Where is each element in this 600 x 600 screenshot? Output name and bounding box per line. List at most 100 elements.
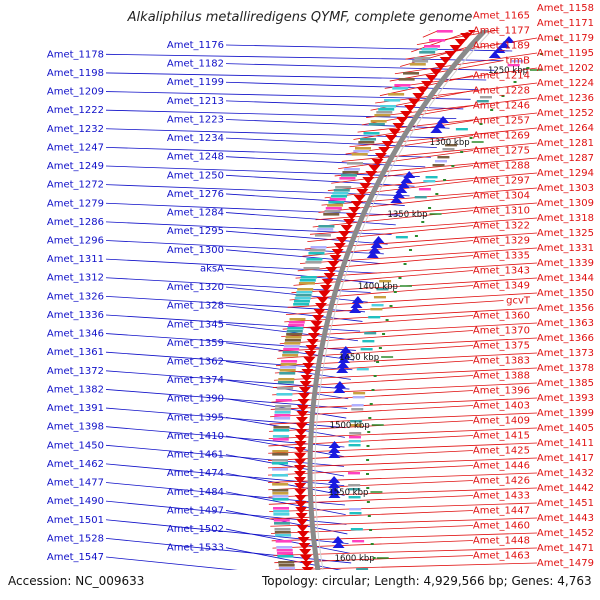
reverse-gene-arrow <box>403 171 416 178</box>
forward-gene-arrow <box>356 189 369 196</box>
forward-gene-arrow <box>388 129 401 136</box>
left-gene-label: Amet_1213 <box>167 96 224 107</box>
cog-feature-box <box>317 228 334 231</box>
right-leader-line <box>307 225 474 243</box>
cog-feature-box <box>299 279 316 282</box>
forward-gene-arrow <box>321 279 334 286</box>
forward-gene-arrow <box>374 153 387 160</box>
forward-gene-arrow <box>323 273 336 280</box>
left-leader-line <box>105 556 238 570</box>
right-gene-label: Amet_1228 <box>473 86 530 97</box>
reverse-gene-arrow <box>390 196 403 203</box>
reverse-gene-arrow <box>372 236 385 243</box>
forward-gene-arrow <box>296 405 309 412</box>
cog-feature-box <box>309 249 326 252</box>
forward-gene-arrow <box>325 267 338 274</box>
forward-gene-arrow <box>454 39 467 46</box>
cog-feature-box <box>273 429 290 432</box>
left-gene-label: Amet_1547 <box>47 552 104 563</box>
right-gene-label: Amet_1275 <box>473 146 530 157</box>
left-gene-label: Amet_1477 <box>47 478 104 489</box>
minor-tick <box>490 109 494 111</box>
kbp-tick-label: 1550 kbp <box>328 488 368 498</box>
cog-feature-box <box>294 297 311 300</box>
left-gene-label: Amet_1410 <box>167 431 224 442</box>
left-gene-label: Amet_1372 <box>47 366 104 377</box>
reverse-gene-arrow <box>333 381 346 388</box>
minor-tick <box>369 529 373 531</box>
cog-feature-box <box>421 48 438 51</box>
forward-gene-arrow <box>296 411 309 418</box>
left-gene-label: Amet_1300 <box>167 245 224 256</box>
forward-gene-arrow <box>295 513 308 520</box>
reverse-gene-arrow <box>336 366 349 373</box>
forward-gene-arrow <box>294 495 307 502</box>
forward-gene-arrow <box>348 207 361 214</box>
left-gene-label: Amet_1276 <box>167 189 224 200</box>
cog-feature-box <box>332 192 349 195</box>
left-leader-line <box>105 426 345 448</box>
right-gene-label: Amet_1331 <box>537 243 594 254</box>
right-gene-label: Amet_1339 <box>537 258 594 269</box>
cog-feature-box <box>274 522 291 525</box>
right-gene-label: Amet_1287 <box>537 153 594 164</box>
cog-feature-box <box>360 138 377 141</box>
cog-feature-box <box>278 561 295 564</box>
right-leader-line <box>268 480 474 491</box>
cog-feature-box <box>279 372 296 375</box>
left-gene-label: Amet_1286 <box>47 217 104 228</box>
reverse-gene-arrow <box>368 246 381 253</box>
right-gene-label: Amet_1471 <box>537 543 594 554</box>
right-gene-label: Amet_1269 <box>473 131 530 142</box>
cog-feature-box <box>370 120 387 123</box>
left-leader-line <box>225 193 405 206</box>
cog-feature-box <box>283 348 300 351</box>
right-gene-label: Amet_1310 <box>473 206 530 217</box>
right-leader-line <box>302 240 474 257</box>
right-gene-label: Amet_1329 <box>473 236 530 247</box>
right-gene-label: Amet_1370 <box>473 326 530 337</box>
cog-feature-box <box>274 531 291 534</box>
right-gene-label: Amet_1375 <box>473 341 530 352</box>
cog-feature-box <box>273 513 290 516</box>
left-gene-label: Amet_1497 <box>167 505 224 516</box>
left-gene-label: Amet_1234 <box>167 133 224 144</box>
left-leader-line <box>105 91 471 100</box>
cog-feature-box <box>298 282 315 285</box>
left-gene-label: Amet_1374 <box>167 375 224 386</box>
inner-feature-box <box>442 148 455 151</box>
right-leader-line <box>291 277 538 294</box>
cog-feature-box <box>272 495 289 498</box>
cog-feature-box <box>273 510 290 513</box>
forward-gene-arrow <box>294 501 307 508</box>
left-leader-line <box>105 147 431 158</box>
inner-feature-box <box>351 404 364 407</box>
right-gene-label: Amet_1335 <box>473 251 530 262</box>
forward-gene-arrow <box>297 399 310 406</box>
minor-tick <box>403 263 407 265</box>
cog-feature-box <box>272 468 289 471</box>
right-gene-label: Amet_1294 <box>537 168 594 179</box>
inner-feature-box <box>350 420 363 423</box>
left-gene-label: Amet_1295 <box>167 226 224 237</box>
cog-feature-box <box>333 189 350 192</box>
cog-feature-box <box>275 405 292 408</box>
left-gene-label: Amet_1320 <box>167 282 224 293</box>
forward-gene-arrow <box>316 297 329 304</box>
cog-feature-box <box>272 492 289 495</box>
forward-gene-arrow <box>350 201 363 208</box>
inner-feature-box <box>348 488 361 491</box>
left-gene-label: Amet_1248 <box>167 152 224 163</box>
cog-feature-box <box>305 261 322 264</box>
cog-feature-box <box>398 78 415 81</box>
right-gene-label: Amet_1177 <box>473 26 530 37</box>
inner-feature-box <box>349 512 362 515</box>
cog-feature-box <box>281 360 298 363</box>
left-gene-label: Amet_1279 <box>47 198 104 209</box>
cog-feature-box <box>272 462 289 465</box>
cog-feature-box <box>282 354 299 357</box>
right-gene-label: Amet_1257 <box>473 116 530 127</box>
reverse-gene-arrow <box>370 241 383 248</box>
inner-feature-box <box>362 340 375 343</box>
forward-gene-arrow <box>307 333 320 340</box>
